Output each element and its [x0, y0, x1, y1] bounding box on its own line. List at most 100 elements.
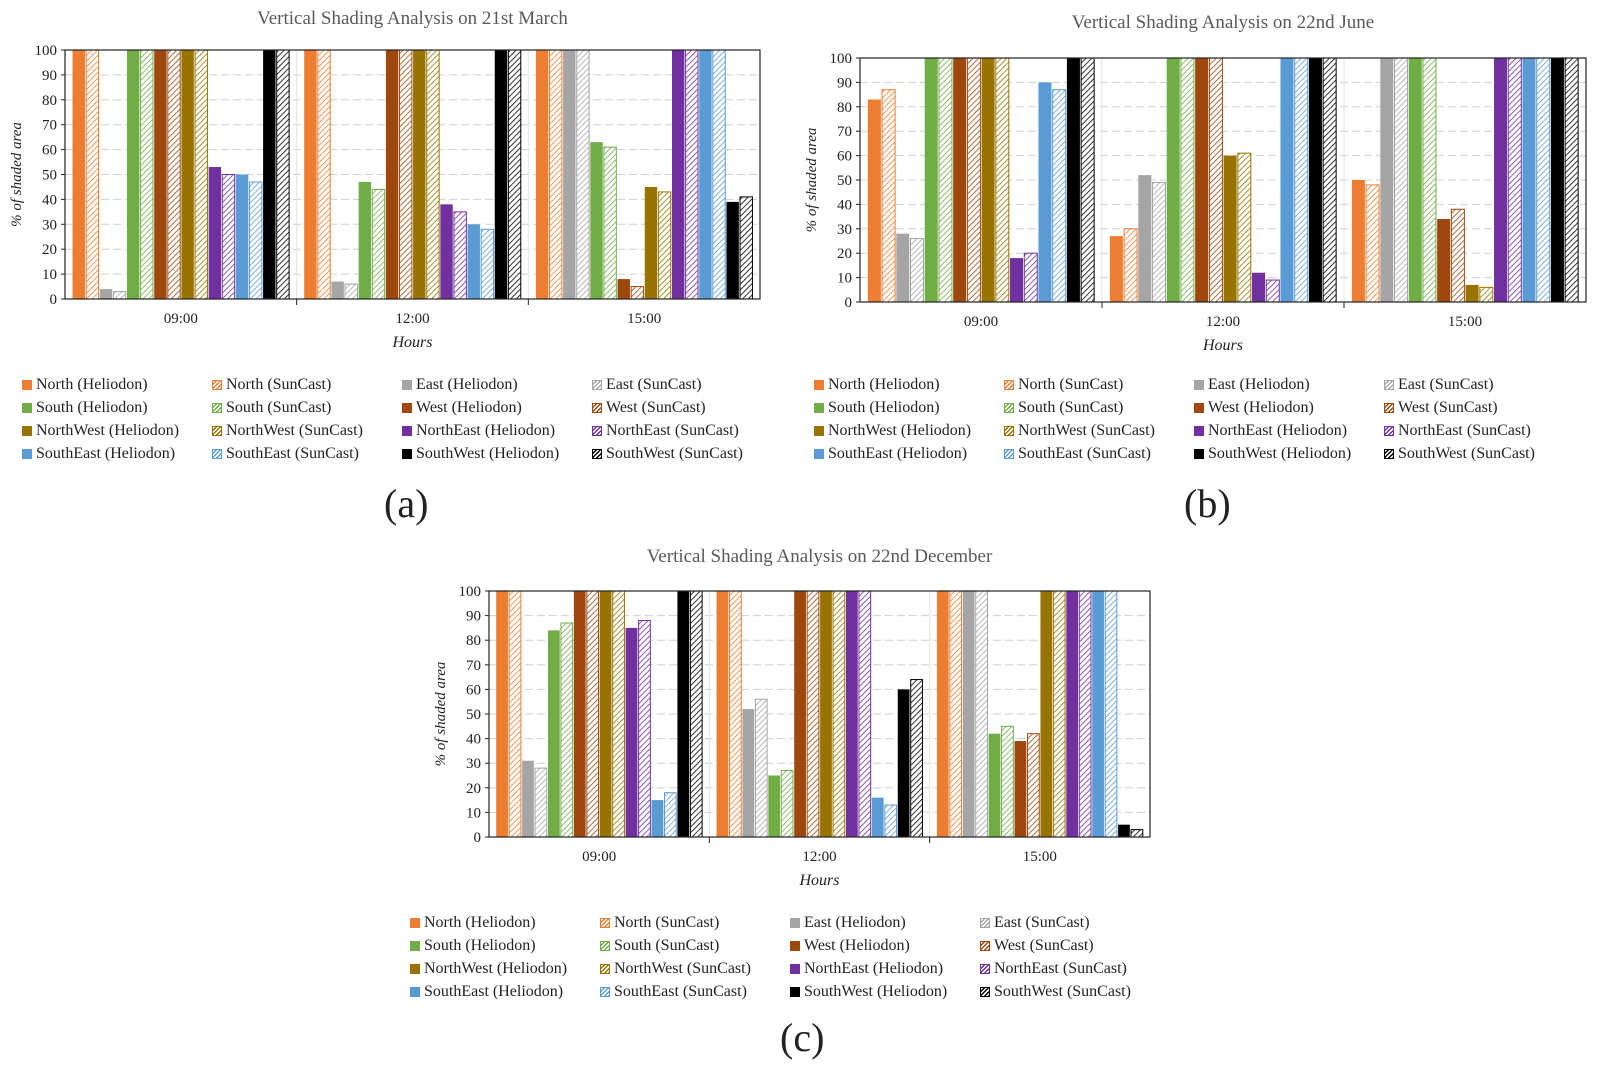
bar-south-heliodon-09-00: [547, 630, 560, 837]
bar-northeast-suncast-15-00: [685, 49, 699, 300]
bar-east-heliodon-09-00: [99, 289, 113, 299]
x-axis-label: Hours: [798, 872, 839, 889]
legend-label: South (SunCast): [614, 937, 720, 954]
bar-southwest-suncast-09-00: [689, 590, 703, 838]
legend-swatch: [980, 964, 990, 974]
legend-item-northwest-suncast: NorthWest (SunCast): [1004, 422, 1194, 440]
y-tick-label: 90: [837, 75, 852, 91]
bar-south-heliodon-09-00: [126, 50, 140, 299]
legend-swatch: [402, 380, 412, 390]
bar-northeast-heliodon-12-00: [1252, 272, 1266, 302]
bar-east-suncast-09-00: [910, 238, 925, 303]
legend-swatch: [600, 964, 610, 974]
legend-swatch: [1384, 380, 1394, 390]
legend-item-southeast-suncast: SouthEast (SunCast): [212, 445, 402, 463]
chart-svg-b: Vertical Shading Analysis on 22nd June 0 1…: [804, 12, 1587, 354]
legend-label: SouthEast (SunCast): [1018, 445, 1151, 462]
bar-south-suncast-15-00: [603, 146, 617, 300]
legend-swatch: [1004, 426, 1014, 436]
bar-south-suncast-12-00: [780, 770, 794, 838]
legend-item-southwest-suncast: SouthWest (SunCast): [1384, 445, 1574, 463]
x-tick-label: 12:00: [1206, 314, 1240, 330]
bar-north-heliodon-15-00: [1351, 180, 1365, 302]
bar-east-heliodon-15-00: [962, 591, 975, 837]
chart-panel-b: Vertical Shading Analysis on 22nd June 0 1…: [804, 0, 1600, 540]
legend-label: North (SunCast): [1018, 376, 1124, 393]
bar-northeast-suncast-09-00: [638, 620, 651, 838]
legend-label: East (SunCast): [994, 914, 1090, 931]
bar-southwest-heliodon-09-00: [263, 50, 276, 299]
legend-item-northeast-suncast: NorthEast (SunCast): [592, 422, 782, 440]
bar-northwest-suncast-12-00: [1237, 152, 1252, 303]
chart-title: Vertical Shading Analysis on 22nd Decemb…: [647, 546, 993, 567]
legend-swatch: [1004, 380, 1014, 390]
y-tick-label: 50: [466, 707, 481, 723]
bar-southwest-suncast-12-00: [910, 679, 923, 838]
legend-item-west-suncast: West (SunCast): [980, 937, 1170, 955]
legend-item-north-heliodon: North (Heliodon): [814, 376, 1004, 394]
legend-item-east-heliodon: East (Heliodon): [402, 376, 592, 394]
legend-swatch: [402, 449, 412, 459]
bar-west-heliodon-09-00: [573, 591, 586, 837]
chart-svg-c: Vertical Shading Analysis on 22nd Decemb…: [433, 546, 1151, 889]
bar-north-suncast-09-00: [508, 590, 522, 838]
legend-label: North (SunCast): [226, 376, 332, 393]
bar-southeast-suncast-12-00: [1294, 57, 1309, 303]
chart-title: Vertical Shading Analysis on 22nd June: [1072, 12, 1374, 33]
legend-item-south-heliodon: South (Heliodon): [410, 937, 600, 955]
bar-south-suncast-09-00: [140, 49, 154, 300]
bar-east-suncast-15-00: [576, 49, 590, 300]
bar-west-heliodon-09-00: [154, 50, 167, 299]
y-tick-label: 70: [42, 118, 57, 134]
legend-label: SouthWest (SunCast): [606, 445, 743, 462]
bar-west-suncast-15-00: [630, 286, 645, 300]
legend-swatch: [980, 987, 990, 997]
y-tick-label: 20: [837, 246, 852, 262]
bar-east-suncast-09-00: [112, 291, 127, 300]
y-tick-label: 100: [35, 43, 58, 59]
bar-east-heliodon-15-00: [563, 50, 576, 299]
bar-southeast-suncast-09-00: [248, 181, 263, 300]
y-tick-label: 60: [466, 682, 481, 698]
y-tick-label: 90: [466, 609, 481, 625]
bar-southwest-suncast-12-00: [507, 49, 522, 300]
bar-southwest-suncast-15-00: [739, 196, 753, 300]
legend-swatch: [600, 941, 610, 951]
chart-svg-a: Vertical Shading Analysis on 21st March 0…: [9, 8, 761, 351]
bar-southwest-heliodon-15-00: [1118, 824, 1130, 837]
legend-item-west-heliodon: West (Heliodon): [790, 937, 980, 955]
bar-northeast-heliodon-09-00: [1010, 258, 1024, 302]
plot-frame: [859, 57, 1587, 303]
bar-southeast-suncast-09-00: [663, 792, 677, 838]
legend-label: SouthWest (Heliodon): [1208, 445, 1352, 462]
legend-label: NorthWest (SunCast): [226, 422, 363, 439]
bar-northwest-suncast-15-00: [1479, 286, 1494, 303]
legend-label: South (SunCast): [1018, 399, 1124, 416]
bar-west-heliodon-12-00: [385, 50, 399, 299]
bar-southwest-heliodon-12-00: [1308, 58, 1322, 302]
bar-southwest-suncast-15-00: [1564, 57, 1579, 303]
legend-item-west-suncast: West (SunCast): [1384, 399, 1574, 417]
bar-northeast-suncast-12-00: [858, 590, 872, 838]
legend-label: SouthEast (Heliodon): [36, 445, 176, 462]
bar-east-suncast-09-00: [534, 767, 548, 838]
bar-north-suncast-12-00: [1123, 228, 1138, 303]
panel-label: (c): [780, 1015, 825, 1060]
legend-item-northwest-suncast: NorthWest (SunCast): [600, 960, 790, 978]
legend-item-west-heliodon: West (Heliodon): [1194, 399, 1384, 417]
legend-item-west-heliodon: West (Heliodon): [402, 399, 592, 417]
legend-swatch: [212, 380, 222, 390]
legend-swatch: [22, 449, 32, 459]
legend-label: West (SunCast): [994, 937, 1094, 954]
bar-north-suncast-12-00: [728, 590, 742, 838]
legend-label: SouthEast (Heliodon): [828, 445, 968, 462]
legend-swatch: [790, 964, 800, 974]
legend-swatch: [592, 449, 602, 459]
bar-northeast-heliodon-12-00: [440, 204, 453, 299]
bar-south-suncast-09-00: [938, 57, 953, 303]
bar-south-suncast-12-00: [1180, 57, 1195, 303]
legend-item-south-suncast: South (SunCast): [212, 399, 402, 417]
bar-northwest-heliodon-09-00: [599, 591, 612, 837]
legend-item-north-suncast: North (SunCast): [212, 376, 402, 394]
bar-north-suncast-15-00: [1365, 184, 1380, 303]
